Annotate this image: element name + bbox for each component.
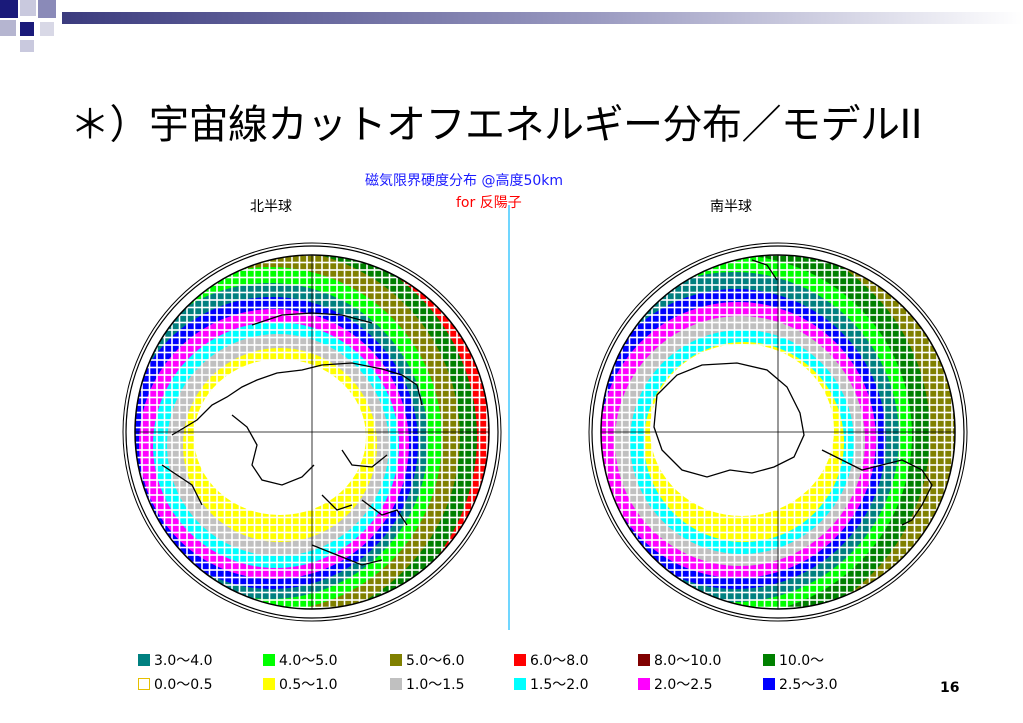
- legend-swatch: [138, 654, 150, 666]
- legend-swatch: [638, 654, 650, 666]
- legend-swatch: [514, 654, 526, 666]
- legend-label: 8.0～10.0: [654, 653, 722, 669]
- legend-label: 3.0～4.0: [154, 653, 213, 669]
- legend-item: 1.5～2.0: [514, 674, 589, 694]
- legend-item: 2.5～3.0: [763, 674, 838, 694]
- legend-label: 2.0～2.5: [654, 677, 713, 693]
- legend-item: 10.0～: [763, 650, 824, 670]
- figure-panel: [52, 165, 968, 690]
- page-number: 16: [940, 680, 960, 696]
- north-hemisphere-label: 北半球: [250, 199, 292, 215]
- color-legend: 3.0～4.0 4.0～5.0 5.0～6.0 6.0～8.0 8.0～10.0…: [138, 650, 868, 694]
- legend-item: 8.0～10.0: [638, 650, 721, 670]
- legend-item: 3.0～4.0: [138, 650, 213, 670]
- legend-label: 1.5～2.0: [530, 677, 589, 693]
- legend-swatch: [514, 678, 526, 690]
- decor-square-3: [38, 0, 56, 18]
- legend-item: 0.0～0.5: [138, 674, 213, 694]
- legend-label: 1.0～1.5: [406, 677, 465, 693]
- decor-square-4: [0, 20, 16, 36]
- legend-label: 6.0～8.0: [530, 653, 589, 669]
- legend-swatch: [390, 678, 402, 690]
- hemisphere-maps: [122, 205, 968, 630]
- north-hemisphere-map: [122, 242, 502, 622]
- legend-item: 6.0～8.0: [514, 650, 589, 670]
- legend-item: 5.0～6.0: [390, 650, 465, 670]
- legend-item: 4.0～5.0: [263, 650, 338, 670]
- slide-title: ＊）宇宙線カットオフエネルギー分布／モデルII: [70, 102, 923, 148]
- legend-swatch: [763, 654, 775, 666]
- legend-swatch: [638, 678, 650, 690]
- legend-swatch: [138, 678, 150, 690]
- legend-label: 0.0～0.5: [154, 677, 213, 693]
- south-hemisphere-map: [588, 242, 968, 622]
- decor-square-5: [20, 22, 34, 36]
- decor-square-1: [0, 0, 18, 18]
- legend-item: 2.0～2.5: [638, 674, 713, 694]
- south-hemisphere-label: 南半球: [710, 199, 752, 215]
- legend-swatch: [390, 654, 402, 666]
- legend-label: 10.0～: [779, 653, 825, 669]
- legend-label: 0.5～1.0: [279, 677, 338, 693]
- figure-subtitle: for 反陽子: [456, 195, 522, 211]
- legend-label: 5.0～6.0: [406, 653, 465, 669]
- legend-item: 0.5～1.0: [263, 674, 338, 694]
- header-gradient-bar: [62, 12, 1023, 24]
- decor-square-2: [20, 0, 36, 16]
- legend-swatch: [263, 678, 275, 690]
- figure-title: 磁気限界硬度分布 @高度50km: [365, 173, 564, 189]
- legend-item: 1.0～1.5: [390, 674, 465, 694]
- legend-label: 2.5～3.0: [779, 677, 838, 693]
- legend-swatch: [763, 678, 775, 690]
- decor-square-7: [20, 40, 34, 52]
- decor-square-6: [40, 22, 54, 36]
- legend-swatch: [263, 654, 275, 666]
- legend-label: 4.0～5.0: [279, 653, 338, 669]
